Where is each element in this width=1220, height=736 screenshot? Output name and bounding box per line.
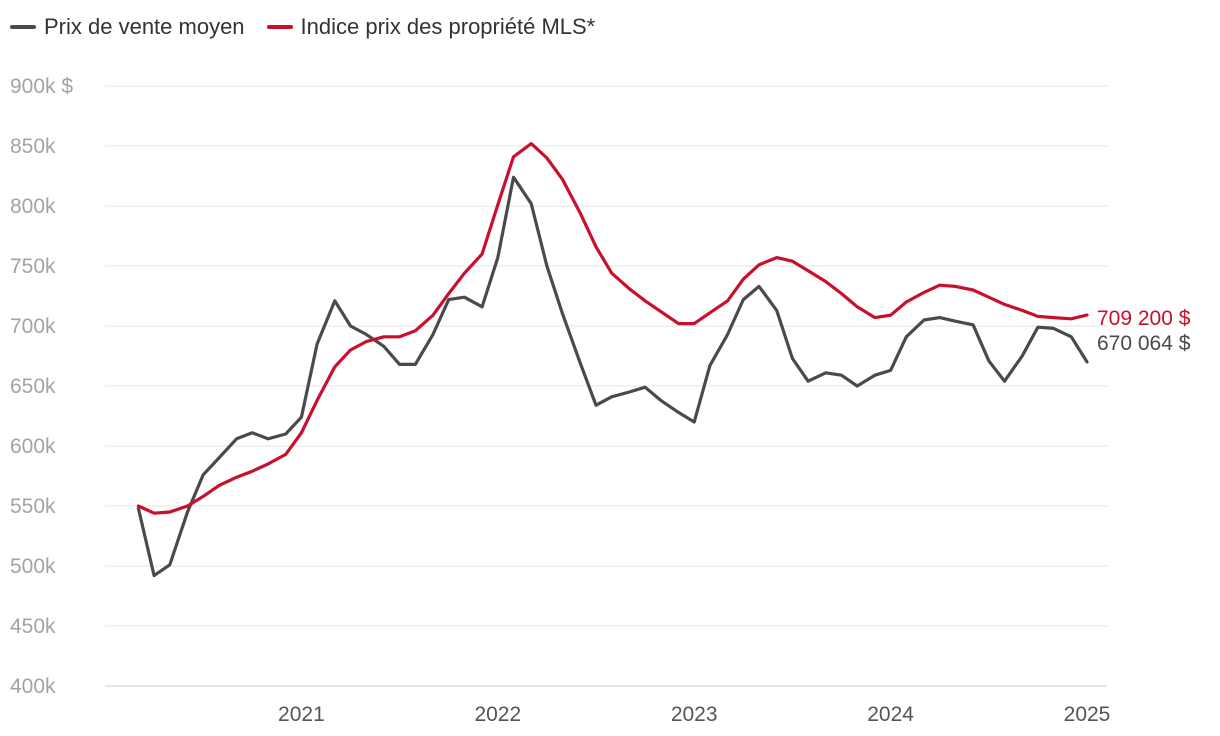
- legend-label-mls-index: Indice prix des propriété MLS*: [300, 14, 596, 39]
- end-label-average-price: 670 064 $: [1097, 332, 1191, 355]
- legend-label-average-price: Prix de vente moyen: [44, 14, 245, 39]
- x-tick-label: 2022: [474, 703, 521, 726]
- x-tick-label: 2023: [671, 703, 718, 726]
- y-tick-label: 900k $: [10, 75, 73, 98]
- legend: Prix de vente moyen Indice prix des prop…: [10, 14, 595, 40]
- series-line-average-price: [136, 175, 1089, 578]
- y-tick-label: 400k: [10, 675, 56, 698]
- legend-swatch-average-price: [10, 25, 36, 29]
- y-tick-label: 550k: [10, 495, 56, 518]
- end-label-mls-index: 709 200 $: [1097, 307, 1191, 330]
- y-tick-label: 600k: [10, 435, 56, 458]
- legend-item-mls-index: Indice prix des propriété MLS*: [266, 14, 596, 40]
- y-tick-label: 450k: [10, 615, 56, 638]
- x-tick-label: 2024: [867, 703, 914, 726]
- x-tick-label: 2021: [278, 703, 325, 726]
- y-tick-label: 850k: [10, 135, 56, 158]
- y-tick-label: 800k: [10, 195, 56, 218]
- series-line-mls-index: [136, 142, 1089, 515]
- y-tick-label: 500k: [10, 555, 56, 578]
- x-tick-label: 2025: [1064, 703, 1111, 726]
- y-tick-label: 700k: [10, 315, 56, 338]
- y-tick-label: 650k: [10, 375, 56, 398]
- legend-swatch-mls-index: [266, 25, 293, 29]
- legend-item-average-price: Prix de vente moyen: [10, 14, 245, 40]
- y-tick-label: 750k: [10, 255, 56, 278]
